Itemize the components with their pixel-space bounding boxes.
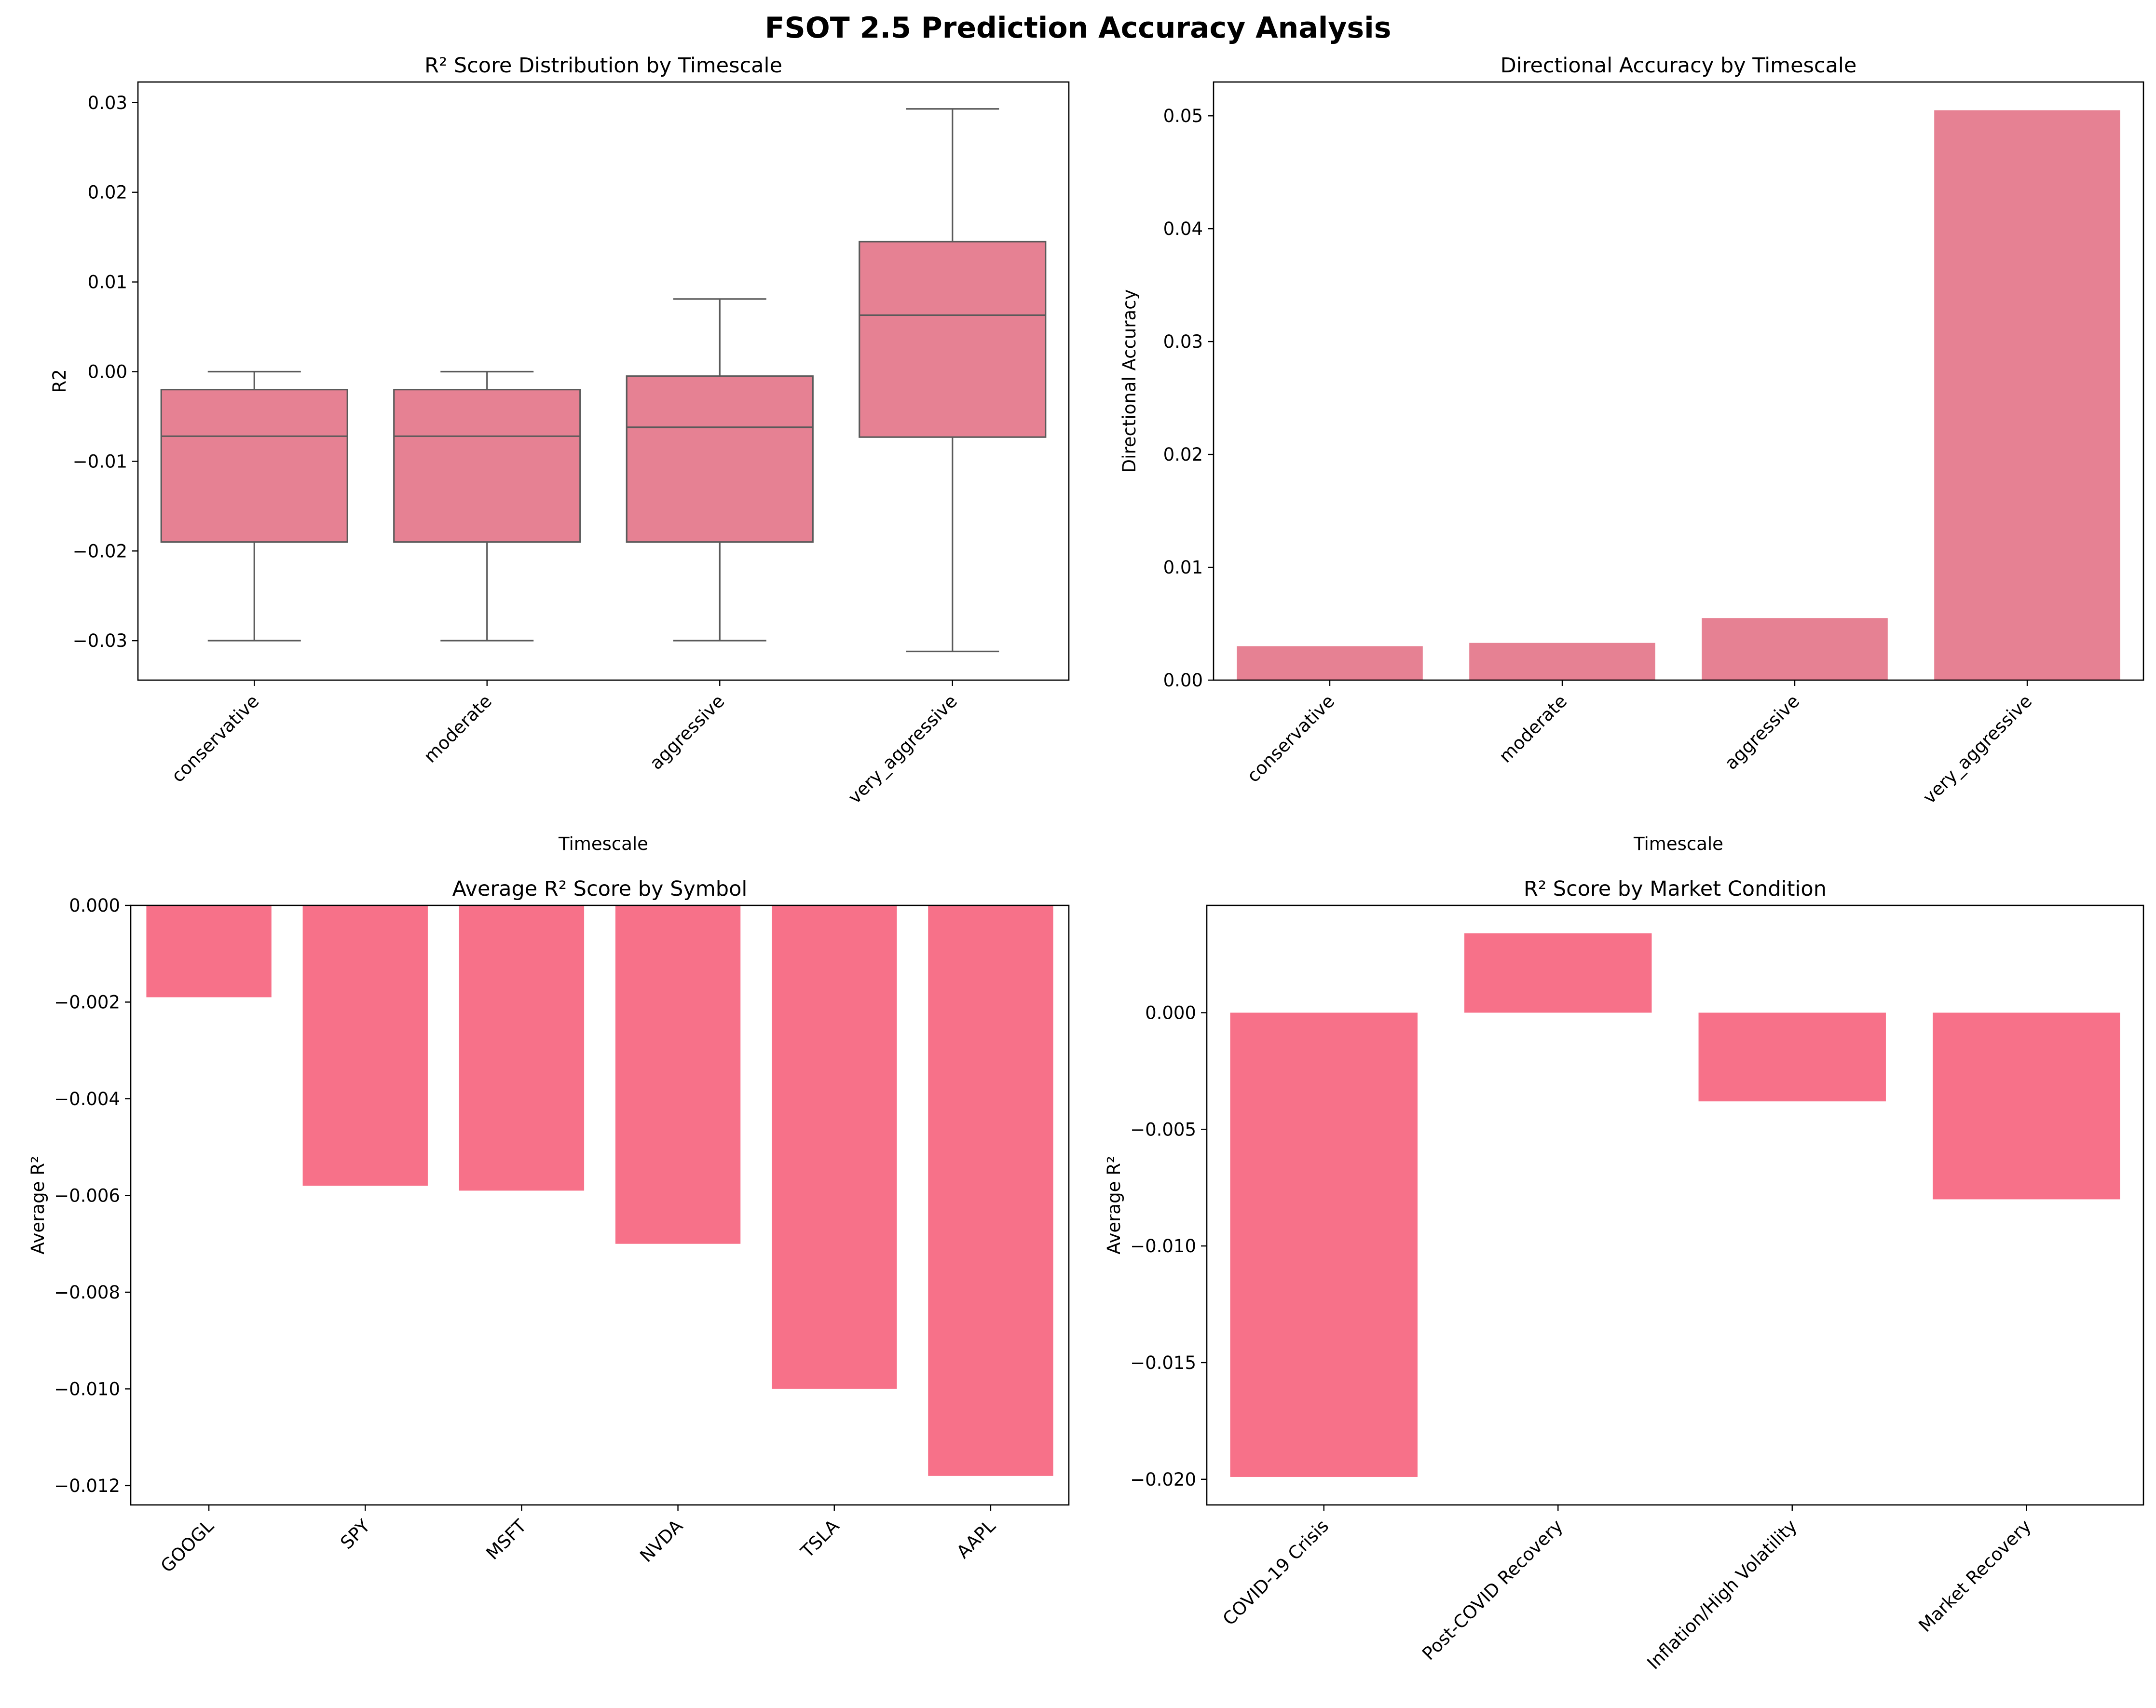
y-tick-label: −0.03: [73, 630, 127, 651]
chart-panel-2: 0.00 0.01 0.02 0.03 0.04 0.05 conservative mode…: [1119, 54, 2144, 854]
bar-COVID-19 Crisis: [1230, 1012, 1418, 1477]
bar-conservative: [1237, 646, 1423, 680]
box-iqr: [626, 375, 814, 543]
x-tick-label: very_aggressive: [1919, 691, 2036, 808]
y-tick-label: −0.02: [73, 541, 127, 561]
bar-aggressive: [1702, 618, 1888, 680]
y-tick-label: 0.00: [88, 361, 127, 382]
panel-title: Directional Accuracy by Timescale: [1501, 54, 1857, 78]
bar-Inflation/High Volatility: [1698, 1012, 1886, 1102]
y-tick-label: −0.015: [1130, 1353, 1196, 1373]
x-axis-label: Timescale: [1633, 834, 1723, 854]
y-tick-label: −0.005: [1130, 1119, 1196, 1140]
plot-frame: [137, 81, 1070, 681]
x-tick-label: AAPL: [953, 1516, 1000, 1563]
y-tick-label: −0.006: [54, 1185, 120, 1206]
x-tick-label: aggressive: [646, 691, 729, 774]
bar-AAPL: [928, 905, 1053, 1476]
box-iqr: [859, 241, 1047, 438]
plot-frame: [1206, 904, 2144, 1506]
panel-title: R² Score by Market Condition: [1524, 877, 1827, 901]
y-tick-label: −0.012: [54, 1476, 120, 1496]
bar-very_aggressive: [1934, 110, 2120, 680]
chart-panel-4: 0.000 −0.005 −0.010 −0.015 −0.020 COVID-19 Cr…: [1104, 877, 2144, 1674]
y-tick-label: 0.00: [1163, 670, 1203, 691]
y-tick-label: −0.010: [1130, 1236, 1196, 1257]
x-tick-label: conservative: [1243, 691, 1338, 786]
y-tick-label: 0.000: [69, 895, 120, 916]
figure-title: FSOT 2.5 Prediction Accuracy Analysis: [765, 11, 1392, 45]
panel-title: Average R² Score by Symbol: [452, 877, 748, 901]
y-axis-label: Average R²: [1104, 1156, 1124, 1254]
y-tick-label: 0.03: [1163, 331, 1203, 352]
bar-SPY: [302, 905, 428, 1186]
x-tick-label: TSLA: [796, 1516, 843, 1562]
y-axis-label: Average R²: [27, 1156, 48, 1254]
y-tick-label: 0.000: [1145, 1002, 1196, 1023]
box-very_aggressive: [859, 108, 1047, 653]
x-tick-label: aggressive: [1720, 691, 1803, 774]
y-tick-label: 0.01: [1163, 557, 1203, 578]
x-tick-label: SPY: [336, 1516, 374, 1553]
box-conservative: [160, 370, 348, 642]
x-tick-label: moderate: [1495, 691, 1571, 767]
y-tick-label: −0.010: [54, 1379, 120, 1399]
bar-GOOGL: [146, 905, 272, 997]
bar-TSLA: [772, 905, 897, 1389]
y-tick-label: −0.008: [54, 1282, 120, 1303]
y-tick-label: 0.02: [1163, 444, 1203, 465]
y-tick-label: 0.03: [88, 93, 127, 113]
x-axis-label: Timescale: [558, 834, 648, 854]
y-tick-label: 0.04: [1163, 219, 1203, 239]
x-tick-label: COVID-19 Crisis: [1219, 1516, 1333, 1629]
y-tick-label: 0.05: [1163, 106, 1203, 126]
box-aggressive: [626, 298, 814, 642]
y-tick-label: 0.01: [88, 272, 127, 293]
box-iqr: [393, 389, 581, 543]
y-axis-label: R2: [49, 369, 70, 393]
chart-panel-3: 0.000 −0.002 −0.004 −0.006 −0.008 −0.010 −0.01…: [27, 877, 1070, 1577]
y-tick-label: −0.004: [54, 1089, 120, 1109]
x-tick-label: Inflation/High Volatility: [1643, 1516, 1801, 1674]
plot-frame: [130, 904, 1070, 1506]
x-tick-label: moderate: [420, 691, 496, 767]
y-tick-label: 0.02: [88, 182, 127, 203]
y-axis-label: Directional Accuracy: [1119, 289, 1140, 473]
y-tick-label: −0.020: [1130, 1469, 1196, 1490]
box-moderate: [393, 370, 581, 642]
x-tick-label: NVDA: [636, 1516, 686, 1566]
y-tick-label: −0.002: [54, 992, 120, 1012]
x-tick-label: conservative: [167, 691, 263, 786]
x-tick-label: GOOGL: [157, 1516, 218, 1577]
plot-frame: [1213, 81, 2144, 681]
x-tick-label: Market Recovery: [1915, 1516, 2035, 1636]
bar-MSFT: [459, 905, 585, 1191]
x-tick-label: very_aggressive: [844, 691, 961, 808]
x-tick-label: MSFT: [482, 1516, 531, 1564]
bar-NVDA: [615, 905, 741, 1244]
box-iqr: [160, 389, 348, 543]
y-tick-label: −0.01: [73, 451, 127, 472]
x-tick-label: Post-COVID Recovery: [1418, 1516, 1567, 1664]
bar-moderate: [1469, 642, 1655, 680]
panel-title: R² Score Distribution by Timescale: [424, 54, 782, 78]
bar-Post-COVID Recovery: [1464, 933, 1652, 1013]
chart-panel-1: −0.03 −0.02 −0.01 0.00 0.01 0.02 0.03 conservat…: [49, 54, 1070, 854]
bar-Market Recovery: [1933, 1012, 2120, 1200]
